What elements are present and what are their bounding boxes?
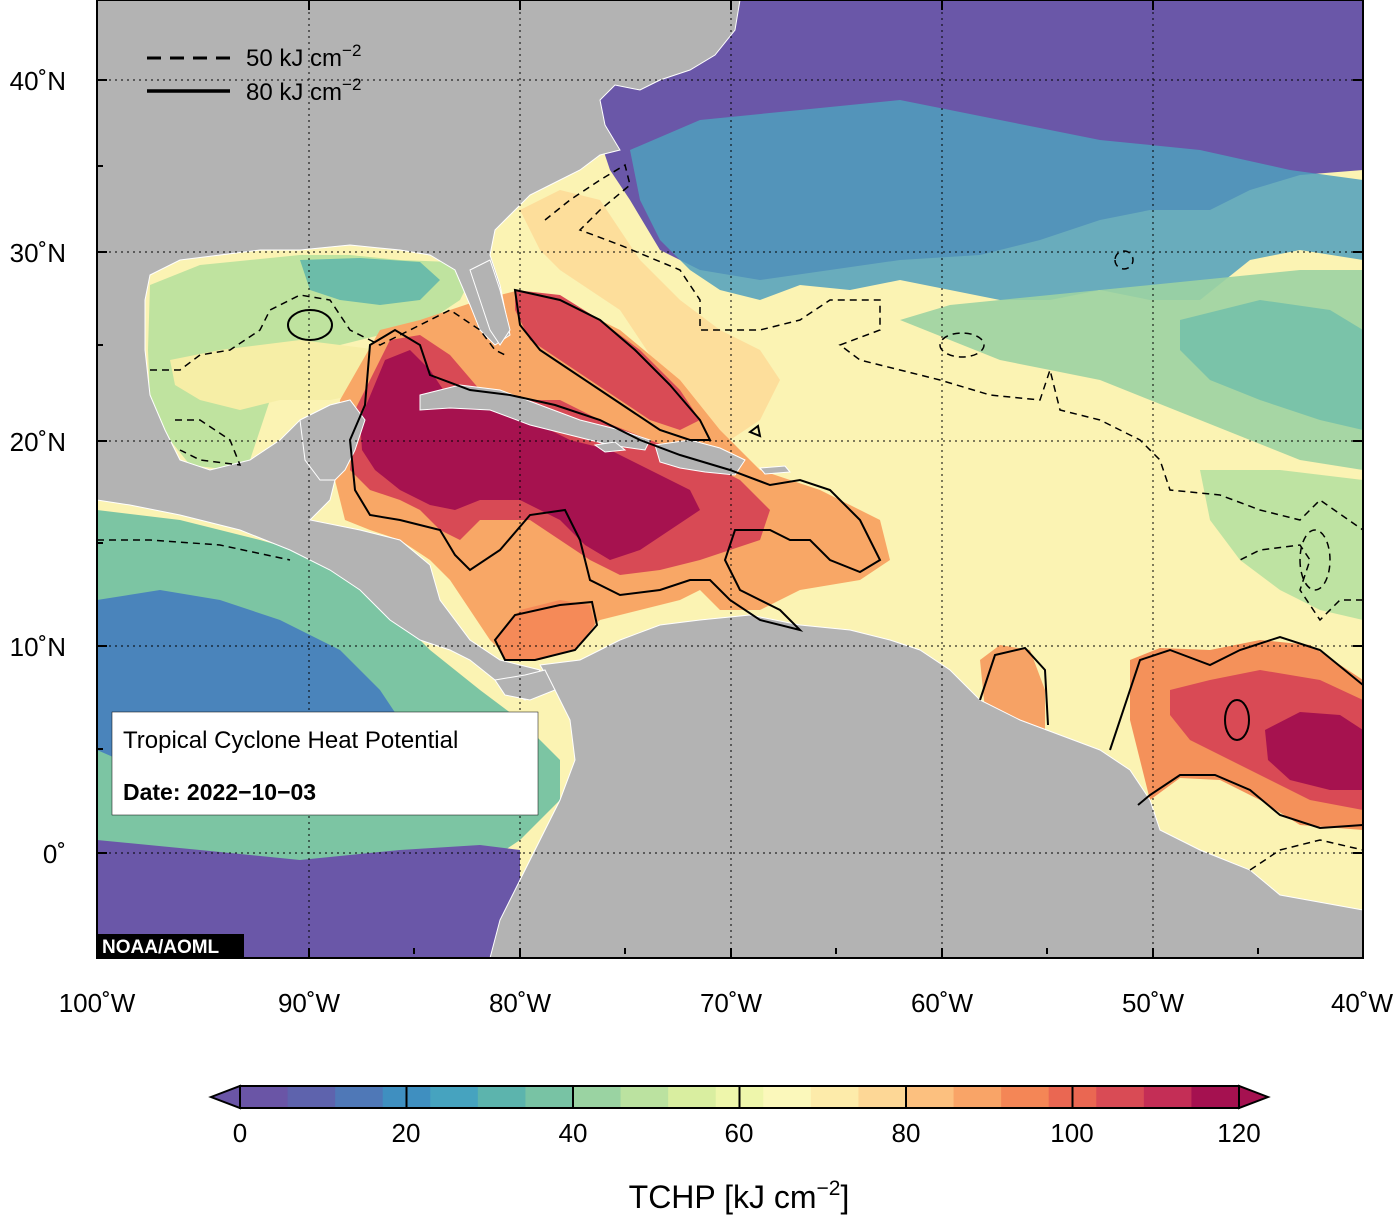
colorbar-segment: [477, 1086, 527, 1108]
contour-50-atlantic-south: [1239, 544, 1363, 622]
land-puerto-rico: [758, 465, 792, 475]
colorbar-segment: [1096, 1086, 1145, 1108]
contour-legend: 50 kJ cm−2 80 kJ cm−2: [147, 41, 361, 106]
contour-50-small-ring-2: [939, 332, 985, 358]
lat-label-10n: 10˚N: [10, 632, 66, 662]
info-box-date: Date: 2022−10−03: [123, 779, 316, 805]
land-jamaica: [593, 441, 627, 453]
contours-80: [286, 288, 1363, 830]
heat-region-east-teal: [1180, 300, 1363, 430]
colorbar-segment: [573, 1086, 622, 1108]
colorbar-segment: [1191, 1086, 1240, 1108]
land-florida: [469, 259, 511, 346]
colorbar-tick-labels: 0 20 40 60 80 100 120: [233, 1118, 1261, 1148]
colorbar-tick-label: 0: [233, 1118, 247, 1148]
contour-50-gulf-west: [150, 294, 506, 371]
land-masses: [97, 0, 1363, 958]
colorbar-tick-label: 60: [725, 1118, 754, 1148]
lon-label-100w: 100˚W: [59, 988, 136, 1018]
colorbar-segment: [668, 1086, 717, 1108]
heat-region-north-teal: [630, 100, 1363, 300]
lat-labels: 40˚N 30˚N 20˚N 10˚N 0˚: [10, 66, 66, 869]
contour-50-gulf-south: [175, 419, 242, 466]
land-yucatan: [299, 399, 366, 481]
colorbar-segment: [1143, 1086, 1193, 1108]
colorbar-segment: [240, 1086, 289, 1108]
lat-label-0: 0˚: [43, 839, 66, 869]
contour-80-bahamas: [513, 288, 712, 441]
contour-50-small-ring-1: [1114, 250, 1134, 270]
colorbar-arrow-high: [1238, 1084, 1271, 1110]
contour-80-south-caribbean: [493, 600, 599, 661]
colorbar-segment: [287, 1086, 336, 1108]
credit-background: [97, 934, 244, 958]
land-north-america: [97, 0, 741, 701]
contour-50-atlantic-north: [544, 163, 1363, 531]
colorbar-segment: [810, 1086, 860, 1108]
colorbar: 0 20 40 60 80 100 120 TCHP [kJ cm−2]: [208, 1084, 1271, 1215]
lat-label-30n: 30˚N: [10, 238, 66, 268]
heat-region-pacific-purple: [97, 840, 520, 958]
lon-labels: 100˚W 90˚W 80˚W 70˚W 60˚W 50˚W 40˚W: [59, 988, 1394, 1018]
colorbar-segment: [525, 1086, 574, 1108]
colorbar-tick-label: 120: [1217, 1118, 1260, 1148]
heat-region-bahamas-red: [515, 290, 700, 430]
info-box-background: [111, 711, 539, 816]
heat-region-east-green-2: [1200, 470, 1363, 620]
lon-label-60w: 60˚W: [911, 988, 974, 1018]
contour-80-gulf-eddy: [286, 309, 334, 341]
colorbar-arrow-low: [208, 1084, 241, 1110]
lon-label-90w: 90˚W: [278, 988, 341, 1018]
colorbar-ticks: [239, 1086, 1240, 1108]
credit-badge: NOAA/AOML: [97, 934, 244, 958]
lon-label-80w: 80˚W: [489, 988, 552, 1018]
credit-label: NOAA/AOML: [102, 937, 220, 958]
contour-80-equatorial-ring: [1223, 699, 1251, 741]
contour-80-caribbean: [348, 328, 882, 632]
colorbar-title: TCHP [kJ cm−2]: [629, 1177, 850, 1215]
info-box: Tropical Cyclone Heat Potential Date: 20…: [111, 711, 539, 816]
contour-80-small-ring: [747, 424, 762, 438]
contour-80-equatorial-east: [1109, 635, 1363, 830]
lat-label-20n: 20˚N: [10, 427, 66, 457]
colorbar-segment: [953, 1086, 1002, 1108]
colorbar-tick-label: 20: [392, 1118, 421, 1148]
colorbar-segment: [620, 1086, 669, 1108]
colorbar-tick-label: 40: [559, 1118, 588, 1148]
contour-50-east-ring: [1299, 529, 1331, 591]
land-south-america: [489, 614, 1363, 958]
map-ticks: [97, 0, 1363, 958]
contour-50-pacific: [97, 539, 291, 561]
heat-region-gulf-green: [148, 255, 470, 470]
colorbar-segment: [906, 1086, 955, 1108]
colorbar-segment: [858, 1086, 907, 1108]
lon-label-40w: 40˚W: [1331, 988, 1394, 1018]
lat-label-40n: 40˚N: [10, 66, 66, 96]
lon-label-70w: 70˚W: [700, 988, 763, 1018]
lon-label-50w: 50˚W: [1122, 988, 1185, 1018]
heat-region-equatorial-east-crimson: [1265, 712, 1363, 790]
colorbar-tick-label: 80: [892, 1118, 921, 1148]
info-box-title: Tropical Cyclone Heat Potential: [123, 727, 458, 754]
land-panama: [494, 669, 556, 701]
colorbar-segment: [1001, 1086, 1050, 1108]
colorbar-segment: [335, 1086, 384, 1108]
contours-50: [97, 163, 1363, 871]
contour-50-south-atlantic: [1249, 839, 1363, 871]
legend-dashed-label: 50 kJ cm−2: [246, 41, 361, 72]
legend-solid-label: 80 kJ cm−2: [246, 75, 361, 106]
heat-region-gulf-teal: [300, 258, 440, 305]
colorbar-segment: [763, 1086, 812, 1108]
colorbar-segment: [430, 1086, 479, 1108]
land-hispaniola: [654, 439, 746, 476]
colorbar-tick-label: 100: [1050, 1118, 1093, 1148]
contour-80-equatorial-west: [979, 646, 1049, 726]
heat-region-south-caribbean-orange: [495, 600, 595, 660]
